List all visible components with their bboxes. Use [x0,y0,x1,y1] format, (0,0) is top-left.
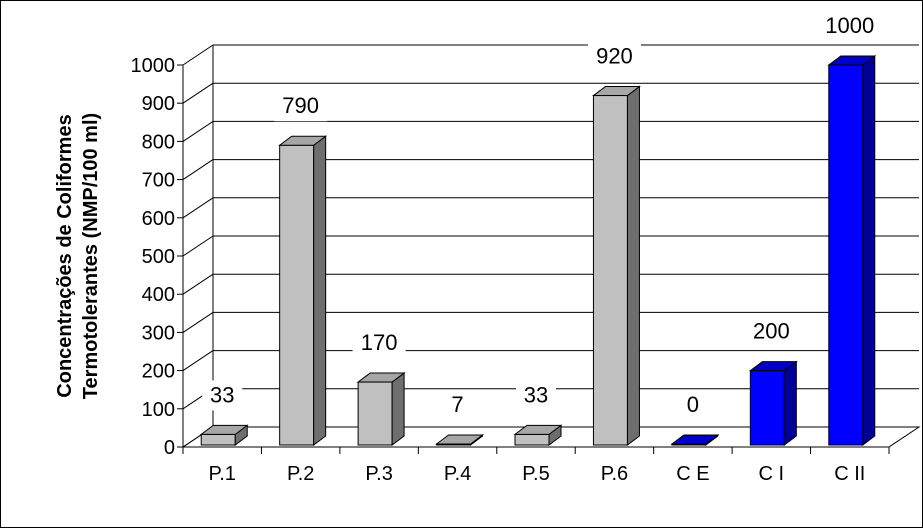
x-tick-label: P.2 [287,463,314,485]
bar-front [357,381,393,446]
y-tick-label: 800 [142,131,175,153]
bar-front [592,95,628,446]
gridline-diagonal [182,350,214,372]
gridline-diagonal [182,273,214,295]
y-tick-label: 500 [142,246,175,268]
x-tick-label: P.3 [365,463,392,485]
y-tick-label: 700 [142,170,175,192]
bars [199,55,877,446]
bar-side [313,135,327,446]
y-tick-label: 100 [142,399,175,421]
x-tick-label: C E [676,463,709,485]
bar [435,434,485,446]
bar [278,135,328,446]
data-label: 1000 [825,13,874,38]
bar-top [513,424,563,435]
bar-front [749,370,785,446]
bar-top [591,86,641,97]
data-label: 790 [282,93,319,118]
bar-top [435,434,485,445]
y-tick-label: 900 [142,93,175,115]
x-tick-label: P.6 [601,463,628,485]
bar-front [828,64,864,446]
data-label: 7 [451,392,463,417]
bar-top [278,135,328,146]
data-label-bg [202,380,243,411]
gridline-diagonal [182,44,214,66]
data-label-bg [444,390,472,420]
data-label: 33 [210,382,234,407]
data-label-bg [587,41,641,72]
data-labels: 33 790 170 7 33 920 0 200 1000 [202,11,883,420]
bar-front [279,144,315,446]
y-tick-label: 400 [142,284,175,306]
x-tick-label: C I [759,463,785,485]
bar-top [748,361,798,372]
bar-side [626,85,640,446]
x-tick-label: P.5 [522,463,549,485]
y-tick-label: 300 [142,322,175,344]
bar [199,424,249,446]
data-label-bg [744,316,798,347]
data-label-bg [679,390,707,420]
data-label: 170 [361,330,398,355]
gridline-diagonal [182,159,214,181]
bar-top [199,424,249,435]
y-tick-label: 200 [142,361,175,383]
bar [513,424,563,446]
data-label: 920 [596,44,633,69]
data-label-bg [352,328,406,359]
data-label: 33 [524,382,548,407]
x-tick-label: C II [834,463,865,485]
y-axis-title-line2: Termotolerantes (NMP/100 ml) [80,113,102,399]
bar [670,434,720,446]
bar-top [356,372,406,383]
bar [356,372,406,446]
y-tick-label: 0 [164,437,175,459]
bar-front [514,433,550,446]
bar-side [391,372,405,446]
y-tick-label: 600 [142,208,175,230]
gridline-diagonal [182,311,214,333]
bar-top [827,55,877,66]
bar-front [200,433,236,446]
bar-side [862,55,876,446]
bar [827,55,877,446]
bar-top [670,434,720,445]
y-tick-label: 1000 [131,55,176,77]
x-tick-label: P.1 [208,463,235,485]
data-label-bg [516,380,556,411]
gridline-diagonal [182,82,214,104]
x-tick-label: P.4 [444,463,471,485]
data-label-bg [274,91,328,122]
bar-side [783,360,797,446]
gridlines [182,44,919,448]
axes: 0 100 200 300 400 500 600 700 800 900 1000 P.1 P.2 P.… [131,45,921,485]
data-label-bg [816,11,883,41]
bar [591,85,641,446]
data-label: 200 [753,319,790,344]
gridline-diagonal [182,197,214,219]
bar [748,360,798,446]
gridline-diagonal [182,235,214,257]
gridline-diagonal [182,120,214,142]
y-axis-title-line1: Concentrações de Coliformes [54,114,76,397]
data-label: 0 [687,392,699,417]
